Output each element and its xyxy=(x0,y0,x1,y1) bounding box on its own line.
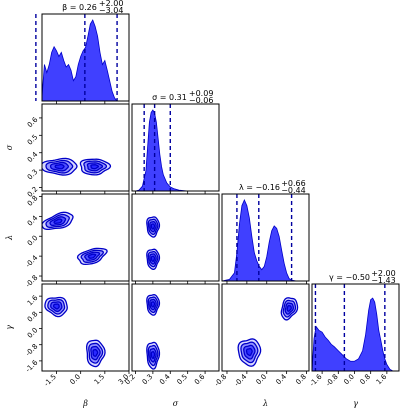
ytick-label-gamma-2: 0.0 xyxy=(26,326,40,340)
density-lambda xyxy=(221,199,309,282)
joint-panel-sigma-lambda xyxy=(131,193,220,282)
xtick-label-sigma-4: 0.6 xyxy=(193,372,207,386)
xtick-label-beta-0: -1.5 xyxy=(43,373,58,388)
ytick-label-gamma-1: -0.8 xyxy=(24,342,39,357)
contour-sigma-lambda-blob0-level3 xyxy=(150,223,156,230)
contour-lambda-gamma-blob0-level3 xyxy=(286,304,292,312)
xtick-label-sigma-2: 0.4 xyxy=(158,372,172,386)
xtick-label-gamma-2: 0.0 xyxy=(342,373,356,387)
panel-frame xyxy=(131,193,220,282)
xtick-label-gamma-0: -1.6 xyxy=(308,372,324,388)
ytick-label-gamma-0: -1.6 xyxy=(24,358,40,374)
title-plus-lambda: +0.66 xyxy=(281,179,306,188)
xtick-label-gamma-3: 0.8 xyxy=(359,373,373,387)
xtick-label-lambda-4: 0.8 xyxy=(294,373,308,387)
title-sigma: σ = 0.31 xyxy=(152,93,187,102)
contour-sigma-gamma-blob1-level3 xyxy=(150,351,156,360)
xtick-label-sigma-3: 0.5 xyxy=(176,373,190,387)
panel-frame xyxy=(131,103,220,192)
ytick-label-gamma-4: 1.6 xyxy=(26,294,40,308)
joint-panel-beta-sigma xyxy=(41,103,130,192)
contour-beta-lambda-blob0-level3 xyxy=(53,218,63,225)
title-minus-beta: −3.04 xyxy=(99,6,124,15)
contour-beta-gamma-blob0-level3 xyxy=(52,303,60,310)
marginal-panel-beta: β = 0.26 +2.00−3.04 xyxy=(35,0,130,102)
ytick-label-sigma-4: 0.6 xyxy=(26,115,40,129)
xtick-label-lambda-2: 0.0 xyxy=(255,373,269,387)
title-lambda: λ = −0.16 xyxy=(239,183,280,192)
contour-beta-sigma-blob1-level3 xyxy=(90,164,100,170)
yaxis-label-lambda: λ xyxy=(5,235,14,241)
yaxis-label-gamma: γ xyxy=(5,325,14,330)
contour-lambda-gamma-blob1-level3 xyxy=(245,347,253,357)
title-minus-gamma: −1.43 xyxy=(371,276,396,285)
panel-frame xyxy=(221,283,310,372)
joint-panel-lambda-gamma xyxy=(221,283,310,372)
joint-panel-beta-lambda xyxy=(41,193,130,282)
yaxis-label-sigma: σ xyxy=(5,144,14,150)
panel-frame xyxy=(221,193,310,282)
title-beta: β = 0.26 xyxy=(62,3,97,12)
joint-panel-sigma-gamma xyxy=(131,283,220,372)
ytick-label-lambda-1: -0.4 xyxy=(24,254,40,270)
xtick-label-beta-2: 1.5 xyxy=(93,373,107,387)
xaxis-label-beta: β xyxy=(82,399,88,408)
title-minus-lambda: −0.44 xyxy=(281,186,306,195)
xtick-label-sigma-1: 0.3 xyxy=(141,373,155,387)
ytick-label-sigma-2: 0.4 xyxy=(26,150,40,164)
panel-frame xyxy=(41,283,130,372)
xtick-label-gamma-4: 1.6 xyxy=(375,372,389,386)
contour-beta-lambda-blob1-level3 xyxy=(87,253,97,259)
density-gamma xyxy=(311,297,399,372)
ytick-label-lambda-2: 0.0 xyxy=(26,234,40,248)
ytick-label-gamma-3: 0.8 xyxy=(26,310,40,324)
title-gamma: γ = −0.50 xyxy=(329,273,370,282)
contour-sigma-gamma-blob0-level3 xyxy=(150,301,156,308)
panel-frame xyxy=(41,13,130,102)
xaxis-label-sigma: σ xyxy=(173,399,179,408)
title-minus-sigma: −0.06 xyxy=(189,96,214,105)
density-beta xyxy=(41,19,118,102)
density-sigma xyxy=(132,109,219,192)
xtick-label-lambda-3: 0.4 xyxy=(275,372,289,386)
marginal-panel-gamma: γ = −0.50 +2.00−1.43 xyxy=(311,269,400,372)
xtick-label-lambda-1: -0.4 xyxy=(233,372,249,388)
ytick-label-sigma-1: 0.3 xyxy=(26,168,40,182)
xtick-label-beta-1: 0.0 xyxy=(69,373,83,387)
ytick-label-sigma-3: 0.5 xyxy=(26,133,40,147)
xaxis-label-gamma: γ xyxy=(353,399,358,408)
title-plus-gamma: +2.00 xyxy=(371,269,396,278)
ytick-label-lambda-0: -0.8 xyxy=(24,274,39,289)
panel-frame xyxy=(311,283,400,372)
joint-panel-beta-gamma xyxy=(41,283,130,372)
panel-frame xyxy=(41,103,130,192)
marginal-panel-sigma: σ = 0.31 +0.09−0.06 xyxy=(131,89,220,192)
contour-sigma-lambda-blob1-level3 xyxy=(150,255,156,262)
xtick-label-lambda-0: -0.8 xyxy=(213,373,228,388)
title-plus-sigma: +0.09 xyxy=(189,89,214,98)
xaxis-label-lambda: λ xyxy=(262,399,268,408)
marginal-panel-lambda: λ = −0.16 +0.66−0.44 xyxy=(221,179,310,282)
contour-beta-sigma-blob0-level3 xyxy=(54,163,65,170)
contour-beta-gamma-blob1-level3 xyxy=(92,349,99,357)
panel-frame xyxy=(41,193,130,282)
ytick-label-lambda-3: 0.4 xyxy=(26,214,40,228)
panel-frame xyxy=(131,283,220,372)
title-plus-beta: +2.00 xyxy=(99,0,124,8)
xtick-label-gamma-1: -0.8 xyxy=(324,373,339,388)
